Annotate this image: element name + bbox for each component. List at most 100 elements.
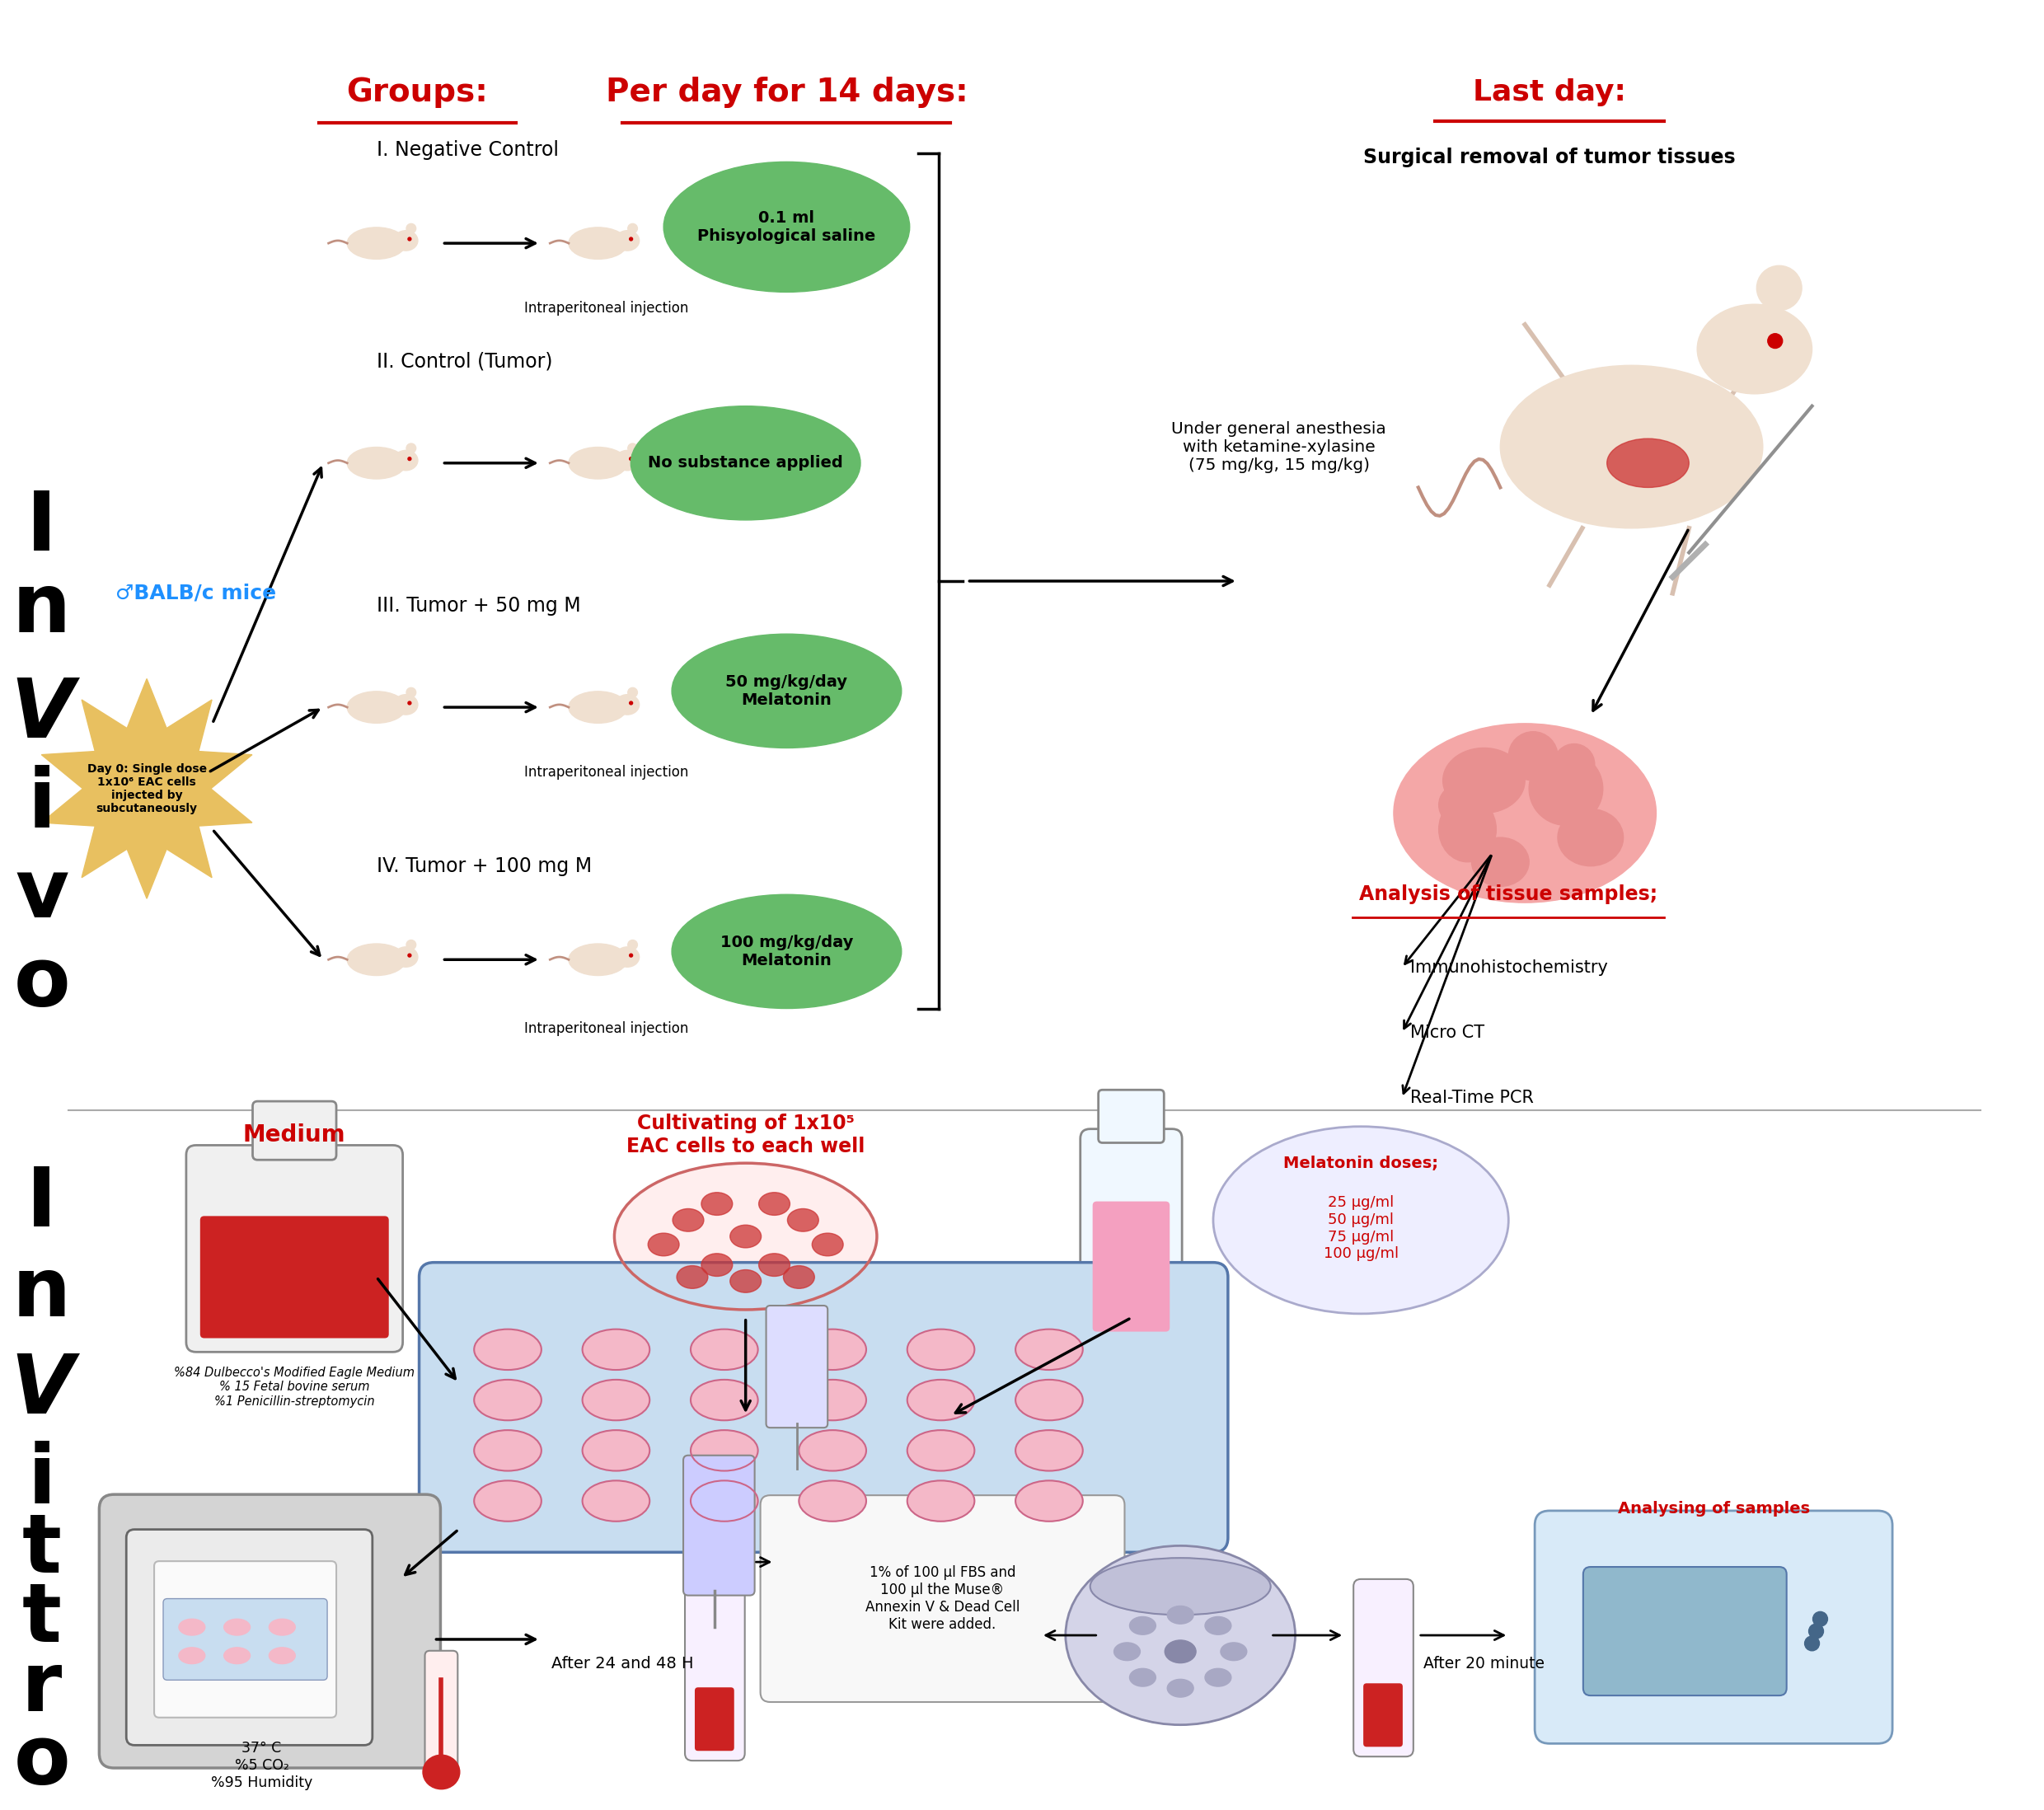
Text: III. Tumor + 50 mg M: III. Tumor + 50 mg M [376, 595, 580, 615]
Ellipse shape [1558, 809, 1623, 865]
Text: V: V [10, 1350, 74, 1432]
Ellipse shape [691, 1481, 758, 1522]
Text: I: I [27, 1164, 57, 1243]
Text: n: n [12, 570, 72, 650]
Ellipse shape [908, 1329, 975, 1370]
Ellipse shape [783, 1265, 814, 1289]
FancyBboxPatch shape [419, 1262, 1228, 1553]
Ellipse shape [409, 702, 411, 704]
FancyBboxPatch shape [1353, 1578, 1412, 1756]
Ellipse shape [691, 1329, 758, 1370]
Ellipse shape [409, 954, 411, 957]
FancyBboxPatch shape [683, 1455, 754, 1595]
Ellipse shape [701, 1193, 732, 1215]
Ellipse shape [394, 695, 417, 715]
Ellipse shape [730, 1225, 760, 1247]
Ellipse shape [1439, 784, 1480, 825]
Ellipse shape [1443, 748, 1525, 813]
Ellipse shape [1607, 438, 1688, 487]
Text: After 20 minute: After 20 minute [1423, 1656, 1545, 1672]
Ellipse shape [758, 1193, 789, 1215]
Text: Surgical removal of tumor tissues: Surgical removal of tumor tissues [1363, 148, 1735, 168]
FancyBboxPatch shape [1081, 1129, 1181, 1343]
Ellipse shape [568, 691, 628, 724]
Text: Groups:: Groups: [347, 78, 489, 109]
Text: I. Negative Control: I. Negative Control [376, 139, 558, 159]
FancyBboxPatch shape [685, 1584, 744, 1761]
Ellipse shape [908, 1481, 975, 1522]
Ellipse shape [568, 943, 628, 976]
Ellipse shape [347, 943, 407, 976]
Ellipse shape [568, 228, 628, 259]
Ellipse shape [178, 1618, 204, 1634]
Text: Under general anesthesia
with ketamine-xylasine
(75 mg/kg, 15 mg/kg): Under general anesthesia with ketamine-x… [1171, 420, 1386, 472]
Ellipse shape [1508, 731, 1558, 780]
Text: 25 μg/ml
50 μg/ml
75 μg/ml
100 μg/ml: 25 μg/ml 50 μg/ml 75 μg/ml 100 μg/ml [1322, 1195, 1398, 1262]
Text: Last day:: Last day: [1474, 78, 1627, 107]
Ellipse shape [583, 1379, 650, 1421]
FancyBboxPatch shape [164, 1598, 327, 1680]
Ellipse shape [672, 894, 901, 1008]
FancyBboxPatch shape [766, 1305, 828, 1428]
Text: r: r [22, 1649, 61, 1729]
Text: v: v [14, 854, 69, 934]
Ellipse shape [908, 1379, 975, 1421]
Ellipse shape [1165, 1640, 1196, 1663]
Text: Immunohistochemistry: Immunohistochemistry [1410, 959, 1609, 976]
Ellipse shape [758, 1254, 789, 1276]
Text: 100 mg/kg/day
Melatonin: 100 mg/kg/day Melatonin [719, 934, 852, 968]
Ellipse shape [799, 1379, 867, 1421]
Ellipse shape [1130, 1616, 1155, 1634]
Ellipse shape [630, 237, 634, 241]
FancyBboxPatch shape [425, 1651, 458, 1774]
Ellipse shape [347, 691, 407, 724]
FancyBboxPatch shape [100, 1495, 439, 1768]
Text: i: i [29, 1441, 55, 1520]
Ellipse shape [799, 1329, 867, 1370]
Ellipse shape [583, 1481, 650, 1522]
Ellipse shape [568, 447, 628, 480]
Polygon shape [41, 679, 251, 898]
Text: o: o [14, 1721, 69, 1801]
Text: 1% of 100 μl FBS and
100 μl the Muse®
Annexin V & Dead Cell
Kit were added.: 1% of 100 μl FBS and 100 μl the Muse® An… [865, 1566, 1020, 1633]
Ellipse shape [1016, 1481, 1083, 1522]
FancyBboxPatch shape [1584, 1567, 1786, 1696]
Ellipse shape [691, 1379, 758, 1421]
Ellipse shape [1805, 1636, 1819, 1651]
Text: II. Control (Tumor): II. Control (Tumor) [376, 351, 552, 371]
Ellipse shape [423, 1756, 460, 1788]
Ellipse shape [409, 458, 411, 460]
Ellipse shape [630, 954, 634, 957]
Ellipse shape [630, 458, 634, 460]
Text: Medium: Medium [243, 1122, 345, 1146]
Ellipse shape [394, 230, 417, 250]
Ellipse shape [628, 688, 638, 697]
Ellipse shape [1529, 751, 1602, 825]
Ellipse shape [1756, 266, 1801, 310]
FancyBboxPatch shape [1094, 1202, 1169, 1332]
Ellipse shape [1394, 724, 1656, 903]
Ellipse shape [1206, 1669, 1230, 1687]
Ellipse shape [1167, 1605, 1194, 1624]
Ellipse shape [787, 1209, 820, 1231]
Text: t: t [22, 1510, 61, 1589]
Text: After 24 and 48 H: After 24 and 48 H [552, 1656, 693, 1672]
Ellipse shape [691, 1430, 758, 1472]
Ellipse shape [1697, 304, 1813, 395]
FancyBboxPatch shape [186, 1146, 403, 1352]
Ellipse shape [474, 1329, 542, 1370]
Ellipse shape [672, 633, 901, 748]
FancyBboxPatch shape [127, 1529, 372, 1745]
Text: IV. Tumor + 100 mg M: IV. Tumor + 100 mg M [376, 856, 591, 876]
Ellipse shape [407, 443, 415, 452]
Ellipse shape [677, 1265, 707, 1289]
Text: t: t [22, 1578, 61, 1660]
Ellipse shape [615, 230, 640, 250]
Ellipse shape [1065, 1546, 1296, 1725]
Ellipse shape [270, 1618, 294, 1634]
Ellipse shape [583, 1329, 650, 1370]
FancyBboxPatch shape [1098, 1090, 1163, 1142]
Ellipse shape [615, 695, 640, 715]
Ellipse shape [394, 947, 417, 967]
Ellipse shape [628, 224, 638, 233]
